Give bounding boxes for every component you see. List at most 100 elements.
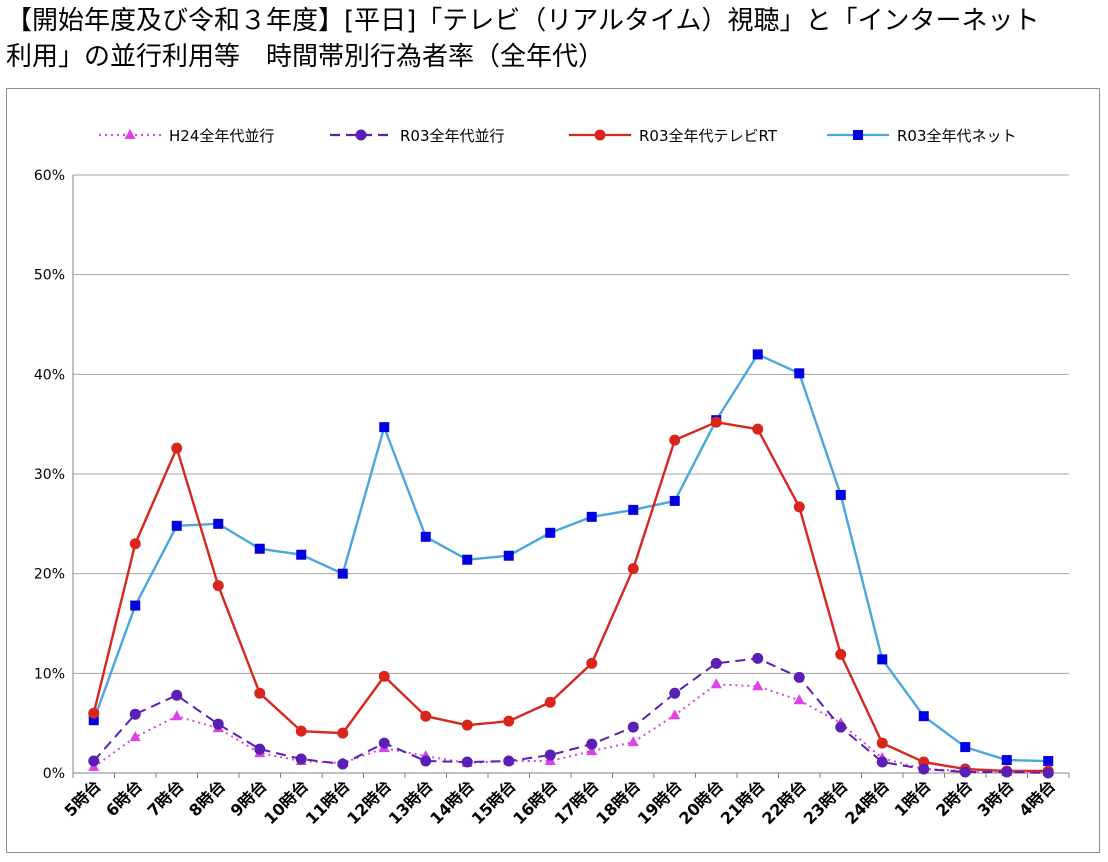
data-point	[669, 709, 681, 720]
data-point	[627, 736, 639, 747]
data-point	[420, 710, 432, 722]
legend-label: R03全年代並行	[400, 127, 505, 145]
data-point	[88, 707, 100, 719]
data-point	[337, 758, 349, 770]
x-tick-label: 15時台	[468, 776, 520, 828]
x-tick-label: 20時台	[675, 776, 727, 828]
data-point	[1042, 767, 1054, 779]
data-point	[918, 711, 929, 722]
data-point	[461, 756, 473, 768]
data-point	[337, 568, 348, 579]
data-point	[752, 423, 764, 435]
data-point	[877, 654, 888, 665]
data-point	[355, 129, 367, 141]
x-tick-label: 5時台	[61, 776, 105, 820]
y-tick-label: 60%	[34, 168, 65, 184]
data-point	[586, 745, 598, 756]
data-point	[212, 580, 224, 592]
data-point	[960, 742, 971, 753]
data-point	[594, 129, 606, 141]
data-point	[124, 129, 136, 139]
legend-label: H24全年代並行	[169, 127, 274, 145]
data-point	[254, 687, 266, 699]
chart-frame: 0% 10% 20% 30% 40% 50% 60% 5時台 6時台 7時台 8時台 9時台 10時台 1…	[6, 88, 1100, 853]
x-tick-label: 6時台	[102, 776, 146, 820]
chart-title-line-2: 利用」の並行利用等 時間帯別行為者率（全年代）	[6, 42, 605, 72]
x-tick-label: 23時台	[800, 776, 852, 828]
data-point	[212, 718, 224, 730]
x-tick-label: 10時台	[260, 776, 312, 828]
data-point	[586, 738, 598, 750]
data-point	[876, 737, 888, 749]
data-point	[545, 527, 556, 538]
x-tick-label: 8時台	[185, 776, 229, 820]
data-point	[959, 766, 971, 778]
series-line	[92, 420, 1049, 773]
series-line	[93, 657, 1049, 774]
data-point	[627, 563, 639, 575]
data-point	[752, 680, 764, 691]
data-point	[296, 549, 307, 560]
data-point	[88, 715, 99, 726]
data-point	[503, 550, 514, 561]
data-point	[669, 495, 680, 506]
data-point	[171, 520, 182, 531]
data-point	[752, 349, 763, 360]
data-point	[1001, 766, 1013, 778]
data-point	[130, 600, 141, 611]
data-point	[254, 743, 266, 755]
x-tick-label: 13時台	[385, 776, 437, 828]
data-point	[853, 130, 863, 140]
data-point	[129, 538, 141, 550]
data-point	[379, 422, 390, 433]
y-tick-label: 50%	[34, 268, 65, 284]
data-point	[835, 721, 847, 733]
data-point	[171, 710, 183, 721]
data-point	[378, 670, 390, 682]
data-point	[462, 554, 473, 565]
x-tick-label: 21時台	[717, 776, 769, 828]
y-tick-label: 40%	[34, 367, 65, 383]
y-tick-label: 10%	[34, 666, 65, 682]
data-point	[710, 678, 722, 689]
data-point	[794, 368, 805, 379]
data-point	[793, 671, 805, 683]
legend-label: R03全年代テレビRT	[639, 127, 778, 145]
x-tick-label: 16時台	[509, 776, 561, 828]
data-point	[171, 442, 183, 454]
data-point	[710, 416, 722, 428]
data-point	[793, 501, 805, 513]
data-point	[295, 753, 307, 765]
chart-title-line-1: 【開始年度及び令和３年度】[平日]「テレビ（リアルタイム）視聴」と「インターネッ…	[6, 6, 1040, 36]
data-point	[669, 434, 681, 446]
data-point	[793, 694, 805, 705]
y-tick-label: 30%	[34, 467, 65, 483]
x-tick-label: 14時台	[426, 776, 478, 828]
x-tick-label: 18時台	[592, 776, 644, 828]
data-point	[876, 756, 888, 768]
x-tick-label: 7時台	[144, 776, 188, 820]
x-tick-label: 4時台	[1015, 776, 1059, 820]
y-tick-label: 0%	[43, 766, 65, 782]
data-point	[627, 721, 639, 733]
series-line	[92, 353, 1049, 763]
x-tick-label: 24時台	[841, 776, 893, 828]
data-point	[835, 648, 847, 660]
data-point	[337, 727, 349, 739]
data-point	[752, 652, 764, 664]
data-point	[129, 731, 141, 742]
x-tick-label: 22時台	[758, 776, 810, 828]
legend-label: R03全年代ネット	[897, 127, 1017, 145]
x-tick-label: 3時台	[974, 776, 1018, 820]
x-tick-label: 1時台	[891, 776, 935, 820]
data-point	[918, 763, 930, 775]
y-tick-label: 20%	[34, 567, 65, 583]
data-point	[171, 689, 183, 701]
data-point	[129, 708, 141, 720]
data-point	[213, 518, 224, 529]
data-point	[628, 504, 639, 515]
series-line	[93, 683, 1049, 774]
data-point	[420, 531, 431, 542]
data-point	[669, 687, 681, 699]
data-point	[586, 657, 598, 669]
